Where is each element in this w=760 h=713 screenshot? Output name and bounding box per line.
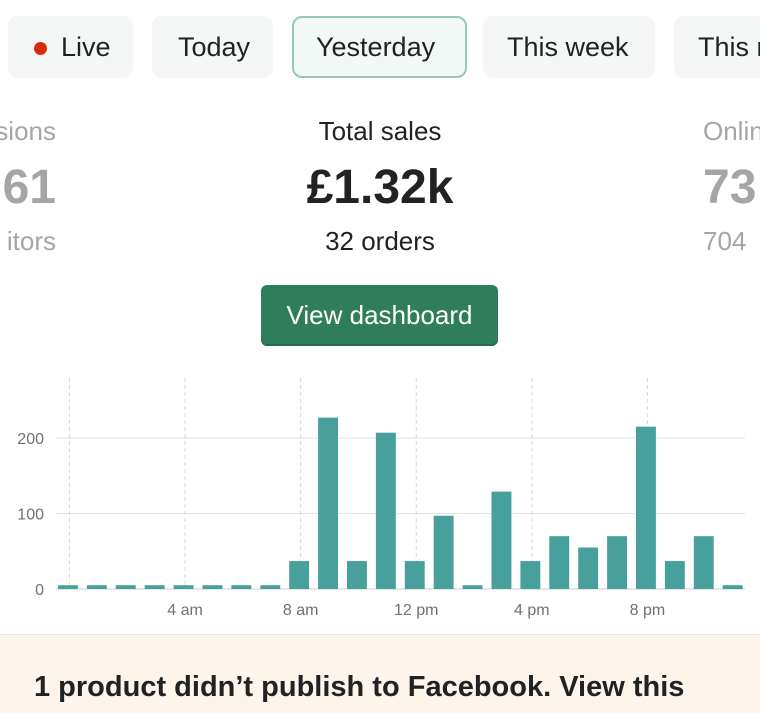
chart-bar <box>491 491 512 589</box>
stat-sessions[interactable]: sions 61 itors <box>0 116 56 257</box>
chart-bar <box>347 561 367 589</box>
stat-total-sales-value: £1.32k <box>306 161 454 214</box>
stat-online-store[interactable]: Onlin 73 704 <box>703 116 760 257</box>
stat-sessions-sub: itors <box>6 226 56 256</box>
tab-today-label: Today <box>178 32 251 62</box>
stat-total-sales[interactable]: Total sales £1.32k 32 orders <box>280 116 480 257</box>
chart-bar <box>375 432 396 589</box>
chart-bar <box>289 561 310 589</box>
banner-message: 1 product didn’t publish to Facebook. Vi… <box>34 671 685 713</box>
stat-sessions-title: sions <box>0 116 56 146</box>
x-tick-label: 8 pm <box>630 602 666 619</box>
chart-bar <box>173 585 194 589</box>
stat-online-store-title: Onlin <box>703 116 760 146</box>
view-dashboard-button[interactable]: View dashboard <box>261 285 498 346</box>
chart-bar <box>578 547 599 589</box>
tab-live[interactable]: Live <box>8 16 133 78</box>
x-tick-label: 4 am <box>167 602 203 619</box>
sales-by-hour-chart: 0 100 200 4 am 8 am 12 pm 4 pm 8 pm <box>17 378 745 619</box>
tab-yesterday[interactable]: Yesterday <box>292 16 467 78</box>
stat-sessions-value: 61 <box>2 161 56 214</box>
chart-bar <box>693 536 714 589</box>
chart-bar <box>636 426 656 589</box>
x-tick-label: 12 pm <box>394 602 438 619</box>
tab-this-month[interactable]: This m <box>674 16 760 78</box>
chart-bar <box>433 515 454 589</box>
chart-bar <box>520 561 541 589</box>
stat-online-store-value: 73 <box>703 161 757 214</box>
chart-bar <box>202 585 223 589</box>
live-dot-icon <box>34 42 47 55</box>
tab-this-month-label: This m <box>698 32 760 62</box>
stat-total-sales-sub: 32 orders <box>325 226 435 256</box>
chart-bar <box>231 585 252 589</box>
y-tick-label: 100 <box>17 507 44 524</box>
tab-this-week[interactable]: This week <box>483 16 655 78</box>
date-range-tabs: Live Today Yesterday This week This m <box>0 16 760 80</box>
tab-this-week-label: This week <box>507 32 629 62</box>
facebook-publish-banner[interactable]: 1 product didn’t publish to Facebook. Vi… <box>0 634 760 713</box>
chart-bar <box>115 585 136 589</box>
chart-bar <box>549 536 570 589</box>
chart-bar <box>144 585 165 589</box>
tab-yesterday-label: Yesterday <box>316 32 436 62</box>
chart-bar <box>404 561 425 589</box>
chart-bar <box>607 536 627 589</box>
chart-bar <box>318 417 338 589</box>
x-tick-label: 8 am <box>283 602 319 619</box>
stat-online-store-sub: 704 <box>703 226 747 256</box>
chart-bar <box>664 561 685 589</box>
tab-live-label: Live <box>61 32 111 62</box>
chart-bar <box>260 585 281 589</box>
y-tick-label: 200 <box>17 431 44 448</box>
chart-bar <box>722 585 743 589</box>
stat-total-sales-title: Total sales <box>318 116 442 146</box>
x-tick-label: 4 pm <box>514 602 550 619</box>
chart-bar <box>462 585 483 589</box>
y-tick-label: 0 <box>35 582 44 599</box>
chart-bar <box>86 585 107 589</box>
tab-today[interactable]: Today <box>152 16 273 78</box>
chart-bar <box>58 585 78 589</box>
